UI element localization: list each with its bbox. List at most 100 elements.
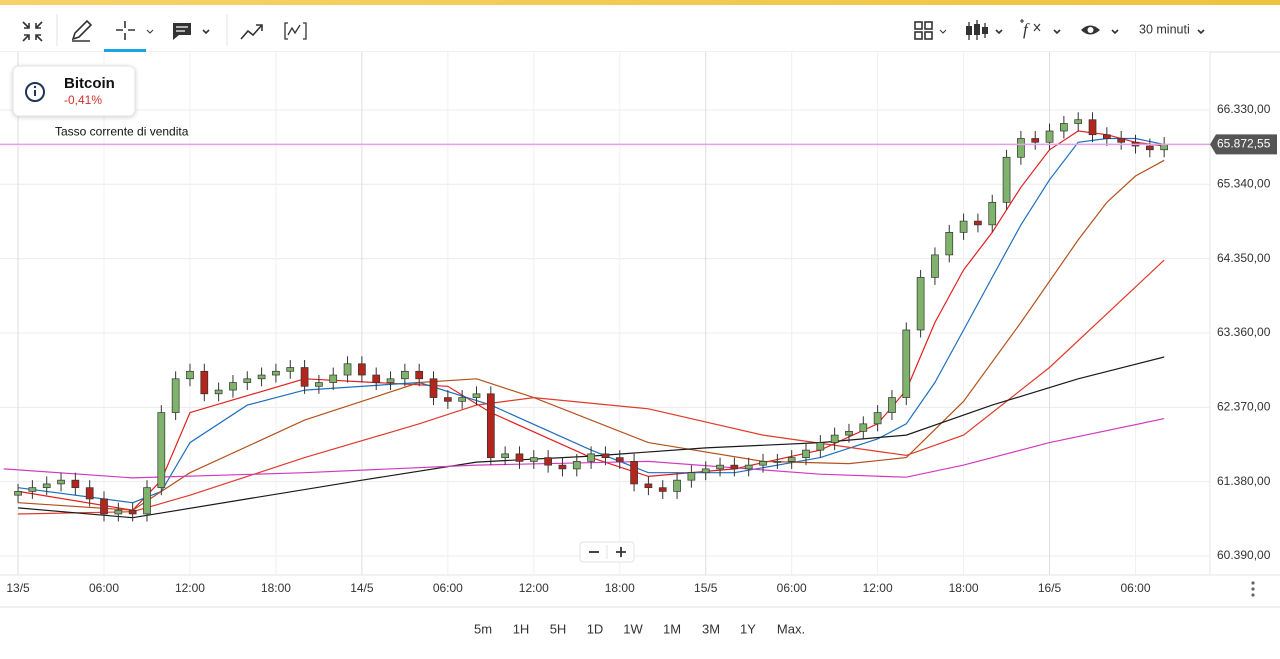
- moving-average-line: [18, 259, 1165, 515]
- interval-label: 30 minuti: [1139, 22, 1190, 36]
- candle-body: [443, 397, 452, 402]
- x-tick-label: 13/5: [6, 581, 30, 595]
- range-button[interactable]: 1W: [623, 621, 643, 636]
- x-tick-label: 18:00: [605, 581, 635, 595]
- candle-body: [286, 367, 295, 372]
- range-button[interactable]: 1Y: [740, 621, 756, 636]
- functions-button[interactable]: f: [1020, 19, 1061, 39]
- candle-body: [458, 397, 467, 402]
- candle-body: [300, 367, 309, 387]
- candle-body: [615, 457, 624, 462]
- candle-body: [329, 374, 338, 383]
- candle-body: [544, 457, 552, 466]
- y-tick-label: 62.370,00: [1217, 399, 1271, 413]
- candle-body: [1031, 138, 1040, 143]
- candle-body: [630, 461, 638, 485]
- candle-body: [945, 232, 954, 256]
- range-button[interactable]: 1M: [663, 621, 681, 636]
- candle-body: [486, 393, 495, 458]
- range-button[interactable]: 5H: [550, 621, 567, 636]
- x-tick-label: 06:00: [777, 581, 807, 595]
- x-tick-label: 18:00: [949, 581, 979, 595]
- candle-body: [128, 509, 137, 515]
- candle-body: [845, 431, 853, 436]
- indicator-button[interactable]: [240, 24, 263, 40]
- candle-body: [42, 483, 51, 489]
- interval-button[interactable]: 30 minuti: [1139, 22, 1205, 36]
- y-tick-label: 61.380,00: [1217, 474, 1271, 488]
- range-button[interactable]: 1D: [587, 621, 604, 636]
- candle-body: [501, 453, 509, 458]
- y-tick-label: 60.390,00: [1217, 548, 1271, 562]
- crosshair-button[interactable]: [116, 21, 154, 40]
- candle-body: [916, 277, 925, 331]
- candle-body: [171, 378, 180, 413]
- candle-body: [859, 423, 868, 432]
- candle-body: [787, 457, 796, 462]
- candle-body: [85, 487, 94, 500]
- annotation-button[interactable]: [173, 23, 210, 40]
- price-line-text: Tasso corrente di vendita: [55, 124, 189, 138]
- visibility-button[interactable]: [1081, 25, 1119, 35]
- candle-body: [572, 461, 581, 470]
- candle-body: [931, 254, 939, 278]
- candle-body: [1017, 138, 1025, 158]
- chart-type-button[interactable]: [966, 20, 1003, 40]
- collapse-button[interactable]: [22, 21, 43, 42]
- candle-body: [1145, 145, 1154, 151]
- candle-body: [830, 434, 839, 443]
- y-tick-label: 66.330,00: [1217, 102, 1271, 116]
- candle-body: [701, 468, 710, 474]
- candle-body: [730, 464, 739, 470]
- candle-body: [472, 393, 481, 398]
- candle-body: [214, 389, 223, 395]
- candle-body: [415, 370, 424, 380]
- candle-body: [372, 374, 381, 383]
- range-button[interactable]: 1H: [513, 621, 530, 636]
- y-tick-label: 64.350,00: [1217, 251, 1271, 265]
- candle-body: [744, 464, 753, 470]
- price-tag-label: 65.872,55: [1217, 136, 1271, 150]
- range-bar: 5m 1H 5H 1D 1W 1M 3M 1Y Max.: [0, 606, 1280, 636]
- top-stripe: [0, 0, 1280, 5]
- layout-button[interactable]: [914, 21, 947, 40]
- candle-body: [658, 487, 667, 492]
- candle-body: [243, 378, 252, 383]
- candle-body: [587, 453, 595, 462]
- candle-body: [644, 483, 653, 489]
- menu-dots[interactable]: [1251, 581, 1255, 597]
- zoom-in[interactable]: [616, 547, 626, 557]
- candle-body: [873, 412, 882, 425]
- draw-button[interactable]: [71, 19, 93, 42]
- candle-body: [816, 442, 825, 451]
- candle-body: [114, 509, 123, 515]
- compare-button[interactable]: [284, 22, 307, 40]
- candle-body: [71, 479, 80, 489]
- plot-background: [0, 52, 1210, 575]
- candle-body: [902, 329, 911, 398]
- price-tag: [1210, 134, 1277, 155]
- instrument-name: Bitcoin: [64, 75, 115, 92]
- x-tick-label: 06:00: [1120, 581, 1150, 595]
- candle-body: [888, 397, 896, 413]
- range-button[interactable]: Max.: [777, 621, 805, 636]
- candle-body: [716, 464, 724, 470]
- fx-icon: f: [1023, 20, 1030, 39]
- candle-body: [1045, 130, 1054, 143]
- candle-body: [186, 370, 194, 380]
- candle-body: [157, 412, 166, 489]
- candle-body: [100, 498, 108, 515]
- candle-body: [1088, 119, 1097, 136]
- range-button[interactable]: 5m: [474, 621, 492, 636]
- candle-body: [759, 461, 767, 466]
- candle-body: [988, 201, 997, 226]
- toolbar: f 30 minuti: [0, 5, 1280, 53]
- candle-body: [143, 487, 151, 515]
- candle-body: [57, 479, 65, 485]
- candle-body: [515, 453, 524, 462]
- x-tick-label: 06:00: [433, 581, 463, 595]
- range-button[interactable]: 3M: [702, 621, 720, 636]
- candle-body: [1074, 119, 1083, 124]
- candle-body: [14, 491, 22, 496]
